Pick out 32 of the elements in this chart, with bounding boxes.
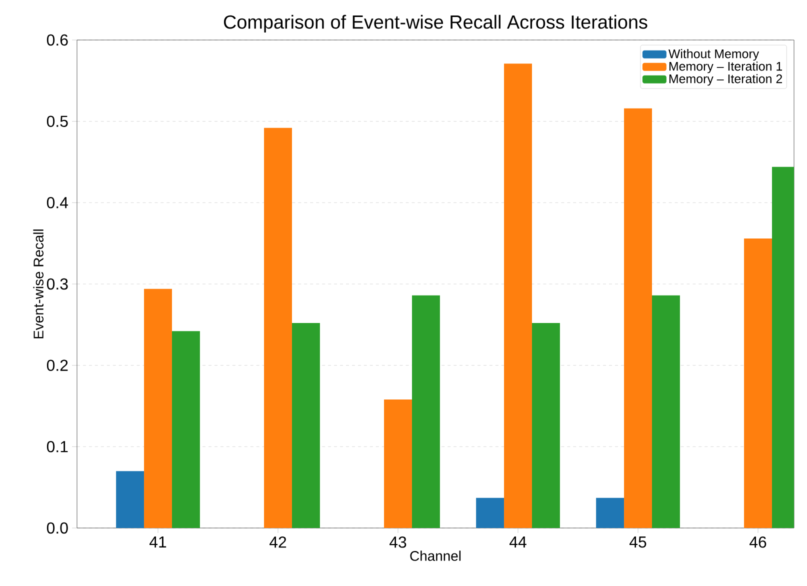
y-tick-label: 0.4 — [46, 197, 68, 208]
bar — [264, 128, 292, 528]
x-tick-label: 44 — [510, 536, 526, 548]
bar — [476, 498, 504, 528]
bar — [532, 323, 560, 528]
chart-title: Comparison of Event-wise Recall Across Iterations — [224, 14, 648, 32]
legend-label: Memory – Iteration 2 — [669, 74, 782, 86]
bar — [292, 323, 320, 528]
y-tick-label: 0.1 — [46, 441, 68, 452]
bar — [384, 399, 412, 528]
y-tick-label: 0.5 — [46, 116, 68, 127]
legend-label: Memory – Iteration 1 — [669, 62, 782, 74]
bar — [624, 108, 652, 528]
x-tick-label: 42 — [269, 536, 286, 548]
bar — [116, 471, 144, 528]
bar — [652, 295, 680, 528]
bar — [172, 331, 200, 528]
bar — [144, 288, 172, 528]
y-tick-label: 0.2 — [46, 360, 68, 371]
x-tick-label: 45 — [630, 536, 646, 548]
bar — [412, 295, 440, 528]
x-tick-label: 41 — [149, 536, 166, 548]
y-tick-label: 0.0 — [46, 522, 68, 534]
y-tick-label: 0.6 — [46, 34, 68, 46]
y-tick-label: 0.3 — [46, 278, 68, 290]
bar — [596, 498, 624, 528]
x-tick-label: 46 — [750, 536, 766, 548]
x-axis-title: Channel — [410, 550, 461, 561]
legend-label: Without Memory — [668, 49, 760, 61]
x-tick-label: 43 — [389, 536, 406, 548]
y-axis-title: Event-wise Recall — [33, 230, 44, 338]
bar — [504, 64, 532, 528]
